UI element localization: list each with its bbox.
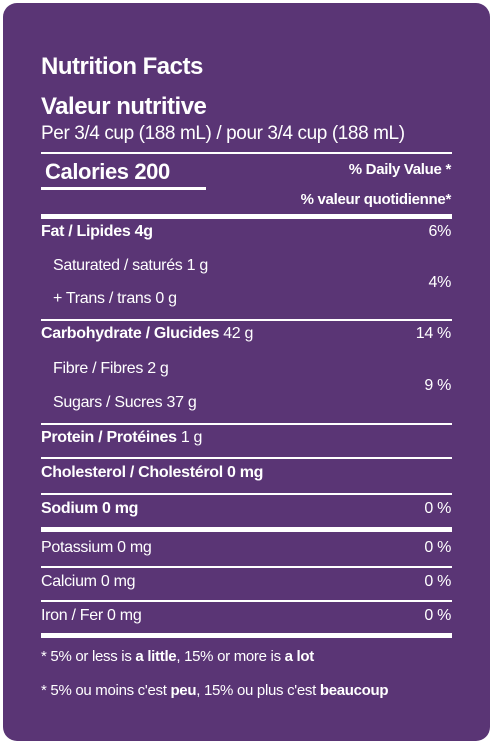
carbohydrate-amount: 42 g [219,325,254,342]
calories-underline [41,187,206,190]
divider-thick [41,633,452,638]
sodium-daily-value: 0 % [424,500,451,517]
footnote-en-text: * 5% or less is [41,648,136,665]
footnote-en-emphasis: a little [135,648,177,665]
saturated-row: Saturated / saturés 1 g [53,257,208,274]
daily-value-header-french: % valeur quotidienne* [300,191,452,208]
fat-amount: 4g [130,223,153,240]
protein-amount: 1 g [176,429,203,446]
divider-thick [41,214,452,219]
divider-thick [41,527,452,532]
footnote-en-text: , 15% or more is [176,648,285,665]
protein-label: Protein / Protéines [41,429,177,446]
fat-daily-value: 6% [428,223,451,240]
title-french: Valeur nutritive [41,93,207,120]
divider [41,600,452,602]
calories: Calories 200 [45,159,170,184]
fibre-sugars-daily-value: 9 % [424,377,451,394]
divider [41,319,452,321]
divider [41,566,452,568]
saturated-trans-daily-value: 4% [428,274,451,291]
fat-row: Fat / Lipides 4g [41,223,153,241]
footnote-fr-text: , 15% ou plus c'est [196,682,320,699]
carbohydrate-daily-value: 14 % [415,325,452,342]
serving-size: Per 3/4 cup (188 mL) / pour 3/4 cup (188… [41,123,405,144]
footnote-en-emphasis: a lot [284,648,315,665]
divider-thin [41,152,452,154]
divider [41,423,452,425]
fibre-row: Fibre / Fibres 2 g [53,360,169,377]
calcium-daily-value: 0 % [424,573,451,590]
divider [41,457,452,459]
sugars-row: Sugars / Sucres 37 g [53,394,197,411]
potassium-daily-value: 0 % [424,539,451,556]
nutrition-facts-panel: Nutrition Facts Valeur nutritive Per 3/4… [3,3,490,741]
calcium-row: Calcium 0 mg [41,573,136,590]
divider [41,493,452,495]
sodium-row: Sodium 0 mg [41,500,139,517]
footnote-fr-emphasis: peu [170,682,197,699]
iron-daily-value: 0 % [424,607,451,624]
fat-label: Fat / Lipides [41,223,131,240]
title-english: Nutrition Facts [41,53,203,80]
daily-value-header-english: % Daily Value * [348,161,452,178]
carbohydrate-label: Carbohydrate / Glucides [41,325,220,342]
trans-row: + Trans / trans 0 g [53,290,177,307]
footnote-english: * 5% or less is a little, 15% or more is… [41,648,314,665]
protein-row: Protein / Protéines 1 g [41,429,202,447]
footnote-french: * 5% ou moins c'est peu, 15% ou plus c'e… [41,682,389,699]
cholesterol-row: Cholesterol / Cholestérol 0 mg [41,464,264,481]
footnote-fr-text: * 5% ou moins c'est [41,682,171,699]
carbohydrate-row: Carbohydrate / Glucides 42 g [41,325,253,343]
footnote-fr-emphasis: beaucoup [319,682,389,699]
potassium-row: Potassium 0 mg [41,539,152,556]
iron-row: Iron / Fer 0 mg [41,607,142,624]
